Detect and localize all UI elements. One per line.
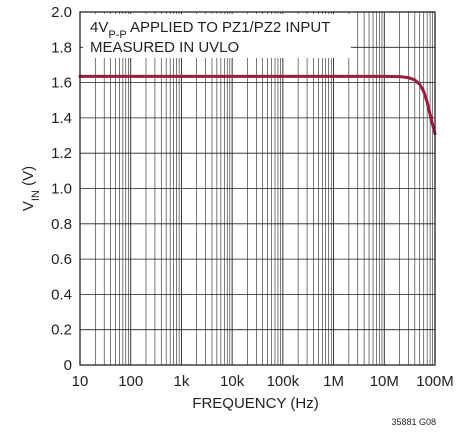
annotation-line-1: 4VP-P APPLIED TO PZ1/PZ2 INPUT — [90, 19, 330, 41]
x-tick-label: 100k — [267, 373, 300, 390]
x-tick-label: 10k — [220, 373, 245, 390]
x-tick-label: 100 — [118, 373, 143, 390]
x-tick-label: 100M — [416, 373, 454, 390]
y-tick-label: 1.6 — [51, 75, 72, 92]
y-tick-label: 1.4 — [51, 110, 72, 127]
annotation-box — [83, 14, 351, 58]
y-tick-label: 1.8 — [51, 39, 72, 56]
y-tick-label: 0.8 — [51, 216, 72, 233]
x-tick-labels: 10 100 1k 10k 100k 1M 10M 100M — [72, 373, 454, 390]
x-tick-label: 1k — [174, 373, 190, 390]
y-tick-label: 0.2 — [51, 322, 72, 339]
series-line — [78, 74, 437, 136]
annotation-line-2: MEASURED IN UVLO — [90, 39, 239, 56]
grid — [79, 11, 435, 366]
series-layer — [78, 74, 437, 136]
y-tick-label: 0 — [64, 357, 72, 374]
x-tick-label: 10M — [370, 373, 399, 390]
x-tick-label: 1M — [323, 373, 344, 390]
plot-frame — [79, 11, 436, 366]
y-tick-labels: 0 0.2 0.4 0.6 0.8 1.0 1.2 1.4 1.6 1.8 2.0 — [51, 4, 72, 374]
y-tick-label: 2.0 — [51, 4, 72, 21]
y-axis-label: VIN (V) — [20, 166, 42, 211]
x-tick-label: 10 — [72, 373, 89, 390]
y-tick-label: 1.0 — [51, 181, 72, 198]
x-axis-label: FREQUENCY (Hz) — [192, 395, 318, 412]
y-tick-label: 0.6 — [51, 251, 72, 268]
y-tick-label: 1.2 — [51, 145, 72, 162]
y-tick-label: 0.4 — [51, 286, 72, 303]
figure-id: 35881 G08 — [391, 417, 436, 427]
